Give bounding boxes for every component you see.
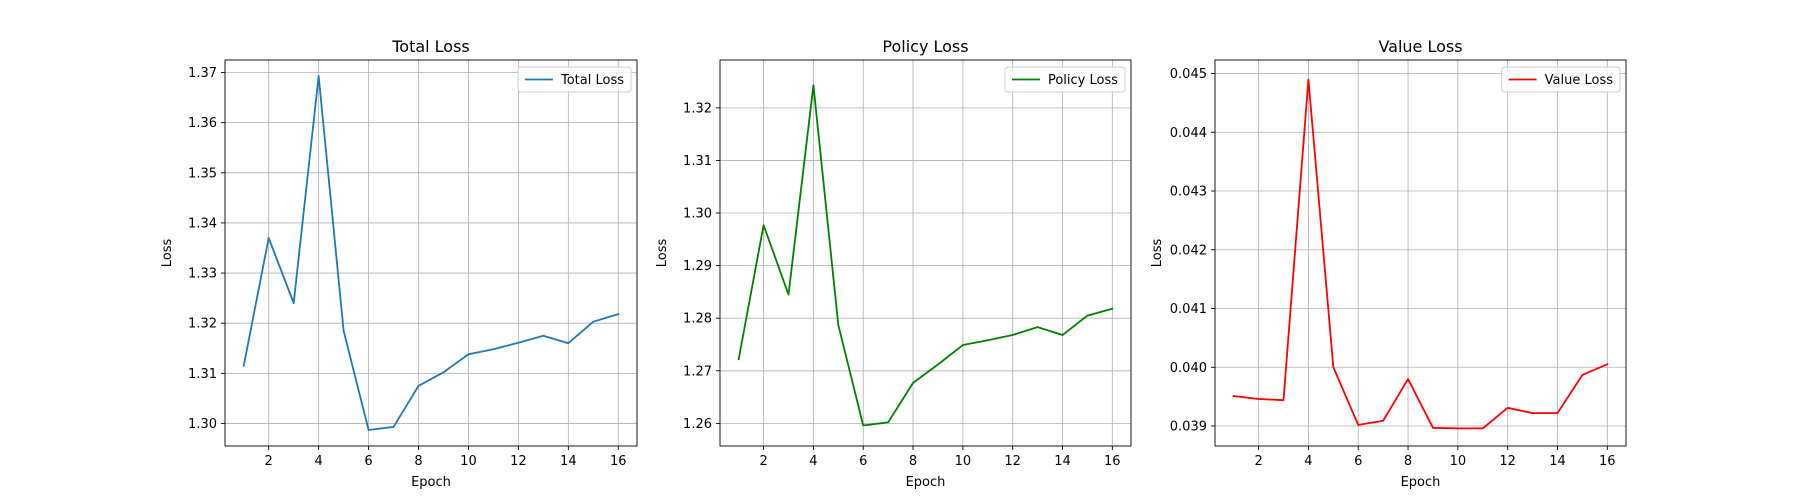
x-tick-label: 4 <box>314 454 322 469</box>
x-tick-label: 2 <box>1254 454 1262 469</box>
y-tick-label: 1.35 <box>188 166 217 181</box>
y-tick-label: 1.34 <box>188 216 217 231</box>
x-tick-label: 16 <box>1104 454 1121 469</box>
x-tick-label: 16 <box>1599 454 1616 469</box>
plot-area <box>225 60 637 446</box>
x-tick-label: 2 <box>265 454 273 469</box>
y-tick-label: 1.31 <box>188 367 217 382</box>
series-line <box>1232 78 1609 430</box>
y-tick-label: 1.27 <box>683 364 712 379</box>
x-tick-label: 8 <box>909 454 917 469</box>
plot-area <box>1215 60 1626 446</box>
y-axis-label: Loss <box>1150 239 1165 268</box>
x-tick-label: 10 <box>1450 454 1467 469</box>
y-tick-label: 0.041 <box>1170 302 1207 317</box>
y-tick-label: 1.28 <box>683 312 712 327</box>
y-tick-label: 0.043 <box>1170 185 1207 200</box>
x-tick-label: 14 <box>1054 454 1071 469</box>
x-tick-label: 10 <box>955 454 972 469</box>
axes-frame <box>719 59 1132 447</box>
legend-label: Policy Loss <box>1048 73 1118 88</box>
chart-title: Value Loss <box>1378 37 1462 56</box>
x-tick-label: 6 <box>859 454 867 469</box>
y-tick-label: 1.31 <box>683 154 712 169</box>
x-tick-label: 16 <box>610 454 627 469</box>
legend-box <box>517 66 632 93</box>
y-tick-label: 1.29 <box>683 259 712 274</box>
x-tick-label: 2 <box>759 454 767 469</box>
legend-box <box>1004 66 1126 93</box>
x-tick-label: 14 <box>560 454 577 469</box>
x-tick-label: 8 <box>414 454 422 469</box>
y-tick-label: 1.30 <box>683 207 712 222</box>
x-tick-label: 4 <box>809 454 817 469</box>
series-line <box>737 84 1114 427</box>
axes-frame <box>1214 59 1627 447</box>
y-tick-label: 1.36 <box>188 116 217 131</box>
x-axis-label: Epoch <box>411 475 451 490</box>
x-tick-label: 8 <box>1404 454 1412 469</box>
series-line <box>242 75 620 431</box>
y-tick-label: 1.26 <box>683 417 712 432</box>
legend: Value Loss <box>1501 66 1621 93</box>
chart-title: Policy Loss <box>882 37 968 56</box>
y-tick-label: 0.044 <box>1170 126 1207 141</box>
x-tick-label: 12 <box>1004 454 1021 469</box>
x-tick-label: 10 <box>460 454 477 469</box>
x-tick-label: 6 <box>364 454 372 469</box>
y-tick-label: 0.040 <box>1170 361 1207 376</box>
y-tick-label: 1.32 <box>683 101 712 116</box>
y-tick-label: 0.042 <box>1170 243 1207 258</box>
x-tick-label: 4 <box>1304 454 1312 469</box>
x-tick-label: 6 <box>1354 454 1362 469</box>
legend-label: Total Loss <box>560 73 624 88</box>
legend-label: Value Loss <box>1545 73 1614 88</box>
y-axis-label: Loss <box>655 239 670 268</box>
y-axis-label: Loss <box>160 239 175 268</box>
chart-panel-3: 2 4 6 8 10 12 14 16 0.039 0.040 0.041 0.042 0.043 0.0… <box>1150 37 1627 490</box>
y-tick-label: 1.30 <box>188 417 217 432</box>
y-tick-label: 1.32 <box>188 317 217 332</box>
chart-panel-1: 2 4 6 8 10 12 14 16 1.30 1.31 1.32 1.33 1.34 1.35 1.36… <box>160 37 638 490</box>
chart-title: Total Loss <box>391 37 470 56</box>
y-tick-label: 1.37 <box>188 66 217 81</box>
x-tick-label: 12 <box>1499 454 1516 469</box>
chart-panel-2: 2 4 6 8 10 12 14 16 1.26 1.27 1.28 1.29 1.30 1.31 1.32… <box>655 37 1132 490</box>
legend: Total Loss <box>517 66 632 93</box>
x-axis-label: Epoch <box>1401 475 1441 490</box>
legend-box <box>1501 66 1621 93</box>
plot-area <box>720 60 1131 446</box>
x-tick-label: 14 <box>1549 454 1566 469</box>
x-axis-label: Epoch <box>906 475 946 490</box>
axes-frame <box>224 59 638 447</box>
y-tick-label: 0.045 <box>1170 67 1207 82</box>
y-tick-label: 1.33 <box>188 267 217 282</box>
y-tick-label: 0.039 <box>1170 420 1207 435</box>
x-tick-label: 12 <box>510 454 527 469</box>
legend: Policy Loss <box>1004 66 1126 93</box>
